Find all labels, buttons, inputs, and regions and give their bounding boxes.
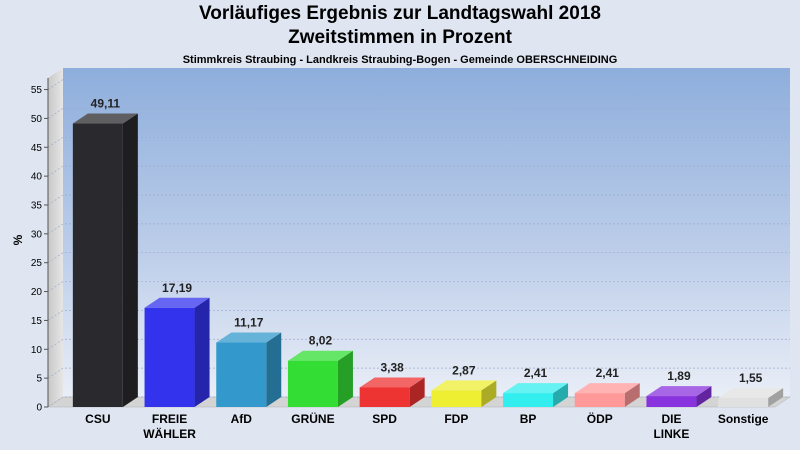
- data-label: 2,41: [596, 366, 620, 380]
- x-tick-label: BP: [520, 412, 537, 426]
- data-label: 49,11: [91, 97, 121, 111]
- y-tick-label: 45: [31, 143, 43, 154]
- bar-side: [768, 388, 784, 407]
- bar-side: [194, 297, 210, 407]
- bar-front: [144, 307, 195, 407]
- bar-top: [503, 383, 569, 394]
- bar-top: [216, 332, 282, 343]
- x-tick-label-line: SPD: [372, 412, 397, 426]
- x-tick-label-line: CSU: [85, 412, 110, 426]
- x-tick-label: CSU: [85, 412, 110, 426]
- bar-3: [216, 332, 282, 407]
- x-tick-label: GRÜNE: [291, 411, 334, 426]
- bar-front: [503, 393, 554, 407]
- bar-front: [216, 342, 267, 407]
- y-tick-label: 5: [36, 374, 42, 385]
- bar-top: [574, 383, 640, 394]
- bar-9: [646, 386, 712, 407]
- bar-side: [696, 386, 712, 407]
- bar-side: [122, 113, 138, 407]
- bar-side: [409, 377, 425, 407]
- chart-subtitle: Zweitstimmen in Prozent: [288, 27, 512, 48]
- chart-region-caption: Stimmkreis Straubing - Landkreis Straubi…: [182, 54, 618, 66]
- bar-front: [287, 360, 338, 407]
- x-tick-label-line: LINKE: [653, 427, 689, 441]
- y-tick-label: 20: [31, 287, 43, 298]
- x-tick-label: AfD: [231, 412, 253, 426]
- x-tick-label-line: AfD: [231, 412, 253, 426]
- bar-top: [646, 386, 712, 397]
- x-tick-label: DIE LINKE: [653, 412, 689, 441]
- x-tick-label: FDP: [444, 412, 468, 426]
- y-tick-label: 50: [31, 114, 43, 125]
- bar-2: [144, 297, 210, 407]
- data-label: 17,19: [162, 281, 192, 295]
- bar-top: [359, 377, 425, 388]
- bar-top: [718, 388, 784, 399]
- chart-title: Vorläufiges Ergebnis zur Landtagswahl 20…: [199, 3, 601, 24]
- bar-5: [359, 377, 425, 407]
- x-tick-label: ÖDP: [587, 411, 613, 426]
- y-axis-label: %: [11, 234, 25, 245]
- x-tick-label: FREIE WÄHLER: [143, 412, 196, 441]
- x-tick-label-line: FREIE: [152, 412, 187, 426]
- bar-top: [431, 380, 497, 391]
- bar-side: [553, 383, 569, 407]
- data-label: 3,38: [380, 360, 404, 374]
- data-label: 2,87: [452, 363, 476, 377]
- y-tick-label: 35: [31, 200, 43, 211]
- bar-7: [503, 383, 569, 407]
- y-tick-label: 30: [31, 229, 43, 240]
- bar-front: [359, 387, 410, 407]
- y-tick-label: 40: [31, 172, 43, 183]
- bar-side: [266, 332, 282, 407]
- data-label: 8,02: [309, 334, 333, 348]
- bar-front: [574, 393, 625, 407]
- bar-front: [718, 398, 769, 407]
- bar-front: [646, 396, 697, 407]
- bar-6: [431, 380, 497, 407]
- x-tick-label-line: BP: [520, 412, 537, 426]
- bar-top: [72, 113, 138, 124]
- plot-left-wall: [48, 68, 63, 407]
- x-tick-label-line: GRÜNE: [291, 411, 334, 426]
- y-tick-label: 0: [36, 403, 42, 414]
- x-tick-label: Sonstige: [718, 412, 769, 426]
- bar-top: [287, 350, 353, 361]
- y-tick-label: 10: [31, 345, 43, 356]
- x-tick-label-line: DIE: [661, 412, 681, 426]
- bar-10: [718, 388, 784, 407]
- bar-1: [72, 113, 138, 407]
- bar-top: [144, 297, 210, 308]
- x-tick-label-line: Sonstige: [718, 412, 769, 426]
- x-tick-label-line: ÖDP: [587, 411, 613, 426]
- x-tick-label-line: FDP: [444, 412, 468, 426]
- data-label: 11,17: [234, 316, 264, 330]
- data-label: 2,41: [524, 366, 548, 380]
- bar-side: [337, 350, 353, 407]
- bar-front: [72, 123, 123, 407]
- bar-side: [481, 380, 497, 407]
- bar-8: [574, 383, 640, 407]
- x-tick-label: SPD: [372, 412, 397, 426]
- bar-4: [287, 350, 353, 407]
- y-tick-label: 25: [31, 258, 43, 269]
- bar-side: [624, 383, 640, 407]
- bar-front: [431, 390, 482, 407]
- data-label: 1,89: [667, 369, 691, 383]
- y-tick-label: 55: [31, 85, 43, 96]
- x-tick-label-line: WÄHLER: [143, 426, 196, 441]
- data-label: 1,55: [739, 371, 763, 385]
- y-tick-label: 15: [31, 316, 43, 327]
